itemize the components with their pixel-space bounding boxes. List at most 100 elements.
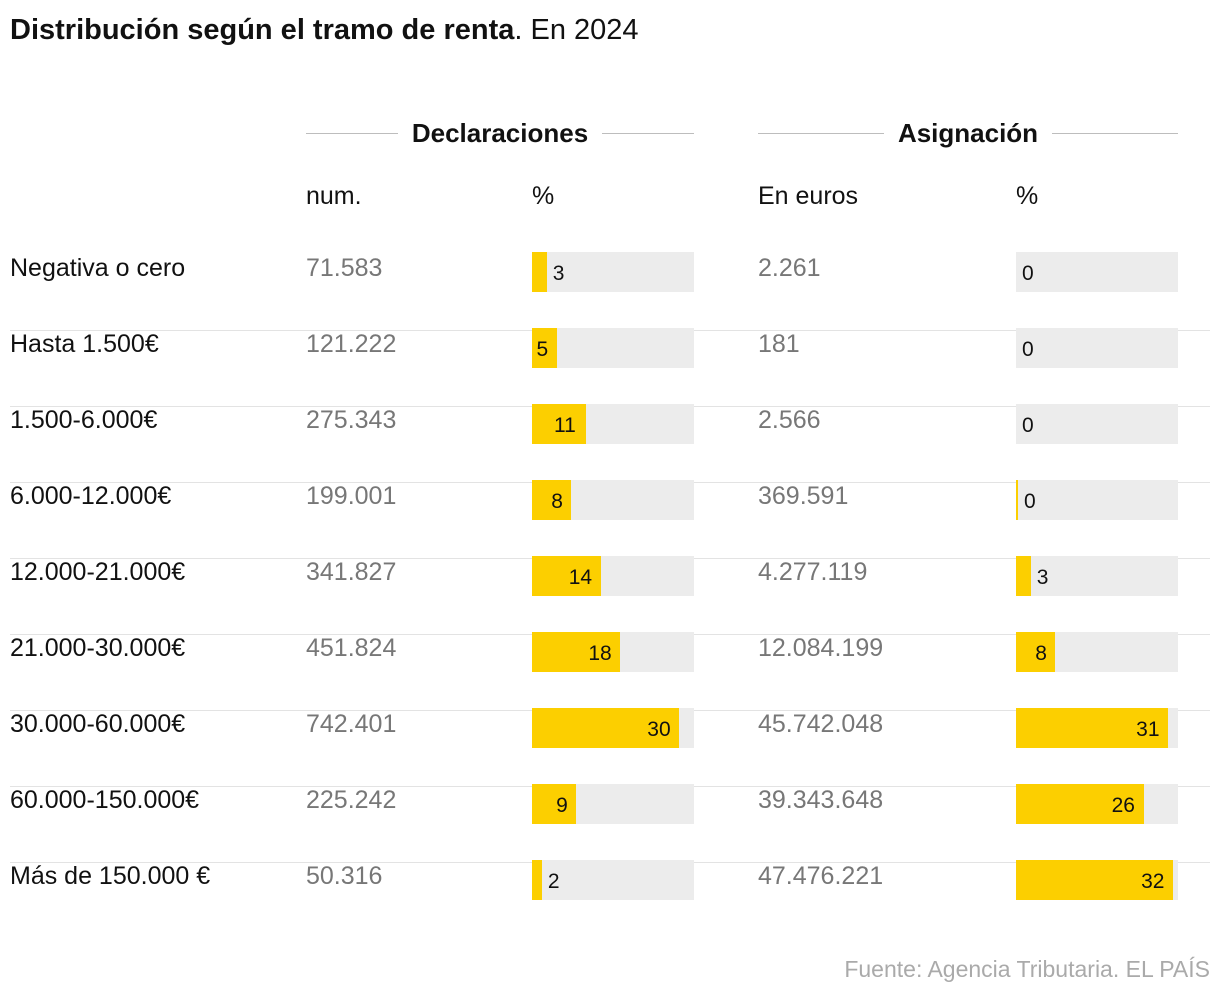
chart-title: Distribución según el tramo de renta. En…: [10, 14, 639, 47]
asig-bar: [1016, 860, 1174, 900]
asignacion-euros: 4.277.119: [758, 558, 868, 586]
decl-bar-track: 11: [532, 404, 694, 444]
asig-bar-track: 0: [1016, 328, 1178, 368]
asig-bar-label: 0: [1022, 414, 1034, 437]
asig-bar-label: 31: [1136, 718, 1160, 741]
asignacion-euros: 12.084.199: [758, 634, 884, 662]
asig-bar-track: 0: [1016, 480, 1178, 520]
decl-bar: [532, 708, 680, 748]
asig-bar-track: 32: [1016, 860, 1178, 900]
asignacion-euros: 181: [758, 330, 800, 358]
decl-bar: [532, 404, 586, 444]
decl-bar: [532, 556, 601, 596]
asig-bar-label: 32: [1141, 870, 1165, 893]
declaraciones-num: 341.827: [306, 558, 397, 586]
group-header-asignacion: Asignación: [758, 116, 1179, 150]
decl-bar-label: 3: [552, 262, 565, 285]
group-rule-left: [758, 132, 884, 134]
asig-bar-label: 3: [1036, 566, 1049, 589]
decl-bar-label: 9: [556, 794, 568, 817]
declaraciones-num: 275.343: [306, 406, 397, 434]
row-label: 1.500-6.000€: [10, 406, 158, 434]
asig-bar-label: 0: [1022, 262, 1034, 285]
asig-bar: [1016, 784, 1144, 824]
group-rule-left: [306, 132, 398, 134]
asig-bar-label: 0: [1024, 490, 1036, 513]
decl-bar-track: 30: [532, 708, 694, 748]
decl-bar-label: 18: [588, 642, 612, 665]
declaraciones-num: 199.001: [306, 482, 397, 510]
table-row: 6.000-12.000€ 199.001 8 369.591 0: [10, 480, 1210, 559]
column-header-decl-pct: %: [532, 182, 555, 210]
declaraciones-num: 451.824: [306, 634, 397, 662]
declaraciones-num: 121.222: [306, 330, 397, 358]
decl-bar: [532, 860, 542, 900]
decl-bar-label: 8: [551, 490, 563, 513]
asignacion-euros: 47.476.221: [758, 862, 884, 890]
row-label: 60.000-150.000€: [10, 786, 200, 814]
asig-bar-track: 31: [1016, 708, 1178, 748]
asig-bar-track: 8: [1016, 632, 1178, 672]
column-header-asig-pct: %: [1016, 182, 1039, 210]
decl-bar: [532, 480, 572, 520]
asig-bar-track: 3: [1016, 556, 1178, 596]
chart-title-year: . En 2024: [514, 14, 639, 46]
row-label: Más de 150.000 €: [10, 862, 211, 890]
asig-bar: [1016, 480, 1018, 520]
decl-bar-track: 8: [532, 480, 694, 520]
decl-bar-track: 2: [532, 860, 694, 900]
decl-bar: [532, 252, 547, 292]
asignacion-euros: 39.343.648: [758, 786, 884, 814]
row-label: Hasta 1.500€: [10, 330, 159, 358]
row-label: 21.000-30.000€: [10, 634, 186, 662]
table-row: 60.000-150.000€ 225.242 9 39.343.648 26: [10, 784, 1210, 863]
group-label-declaraciones: Declaraciones: [411, 117, 589, 148]
decl-bar-label: 5: [536, 338, 549, 361]
chart-title-main: Distribución según el tramo de renta: [10, 14, 515, 46]
decl-bar-label: 11: [554, 414, 576, 437]
declaraciones-num: 742.401: [306, 710, 397, 738]
decl-bar: [532, 328, 557, 368]
table-row: Más de 150.000 € 50.316 2 47.476.221 32: [10, 860, 1210, 938]
asig-bar-label: 26: [1111, 794, 1135, 817]
row-label: 6.000-12.000€: [10, 482, 172, 510]
column-header-num: num.: [306, 182, 362, 210]
asig-bar-track: 26: [1016, 784, 1178, 824]
asig-bar-label: 8: [1035, 642, 1047, 665]
asig-bar: [1016, 708, 1169, 748]
declaraciones-num: 225.242: [306, 786, 397, 814]
asignacion-euros: 2.566: [758, 406, 821, 434]
asig-bar: [1016, 632, 1056, 672]
decl-bar-track: 9: [532, 784, 694, 824]
decl-bar-track: 14: [532, 556, 694, 596]
column-header-euros: En euros: [758, 182, 859, 210]
source-note: Fuente: Agencia Tributaria. EL PAÍS: [844, 956, 1210, 982]
asignacion-euros: 45.742.048: [758, 710, 884, 738]
decl-bar-track: 3: [532, 252, 694, 292]
asignacion-euros: 2.261: [758, 254, 821, 282]
asig-bar: [1016, 556, 1031, 596]
table-row: 1.500-6.000€ 275.343 11 2.566 0: [10, 404, 1210, 483]
table-row: 21.000-30.000€ 451.824 18 12.084.199 8: [10, 632, 1210, 711]
group-rule-right: [602, 132, 695, 134]
table-row: Hasta 1.500€ 121.222 5 181 0: [10, 328, 1210, 407]
asignacion-euros: 369.591: [758, 482, 849, 510]
asig-bar-track: 0: [1016, 404, 1178, 444]
table-row: 12.000-21.000€ 341.827 14 4.277.119 3: [10, 556, 1210, 635]
decl-bar-track: 5: [532, 328, 694, 368]
decl-bar-label: 30: [647, 718, 671, 741]
group-label-asignacion: Asignación: [897, 117, 1039, 148]
declaraciones-num: 71.583: [306, 254, 383, 282]
decl-bar: [532, 784, 577, 824]
row-label: 12.000-21.000€: [10, 558, 186, 586]
declaraciones-num: 50.316: [306, 862, 383, 890]
table-row: Negativa o cero 71.583 3 2.261 0: [10, 252, 1210, 331]
decl-bar: [532, 632, 621, 672]
row-label: Negativa o cero: [10, 254, 186, 282]
decl-bar-label: 14: [568, 566, 593, 589]
decl-bar-label: 2: [547, 870, 560, 893]
row-label: 30.000-60.000€: [10, 710, 186, 738]
decl-bar-track: 18: [532, 632, 694, 672]
group-rule-right: [1052, 132, 1179, 134]
asig-bar-track: 0: [1016, 252, 1178, 292]
